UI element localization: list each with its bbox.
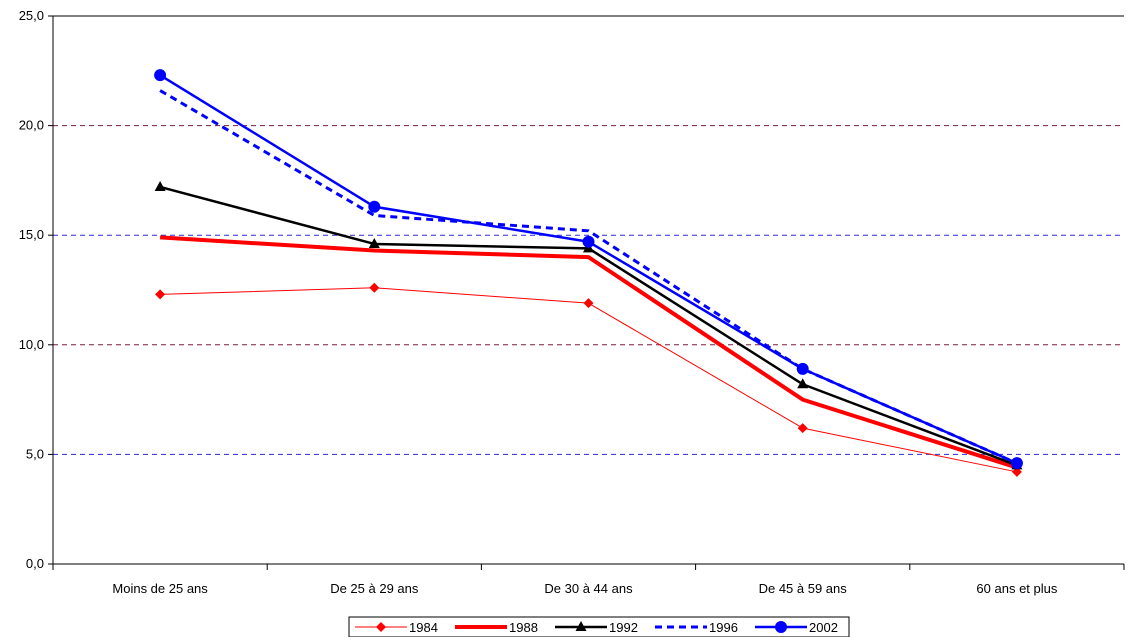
x-tick-label: De 45 à 59 ans [759, 581, 848, 596]
legend-label: 1984 [409, 620, 438, 635]
data-point-2002 [582, 235, 595, 248]
series-line-1992 [159, 185, 1018, 467]
legend-label: 1996 [709, 620, 738, 635]
data-point-1984 [369, 282, 380, 293]
data-point-1984 [797, 423, 808, 434]
data-point-1984 [583, 298, 594, 309]
series-line-2002 [159, 74, 1018, 465]
y-tick-label: 0,0 [26, 556, 44, 571]
x-tick-label: De 30 à 44 ans [544, 581, 633, 596]
series-1988 [159, 235, 1018, 470]
y-tick-label: 15,0 [19, 227, 44, 242]
legend-item-1992: 1992 [555, 620, 638, 635]
legend-item-2002: 2002 [755, 620, 838, 635]
x-tick-label: 60 ans et plus [976, 581, 1057, 596]
y-tick-label: 10,0 [19, 337, 44, 352]
series-2002 [154, 69, 1023, 470]
legend-label: 1988 [509, 620, 538, 635]
x-tick-label: De 25 à 29 ans [330, 581, 419, 596]
y-tick-label: 5,0 [26, 446, 44, 461]
legend: 1984 1988 1992 1996 2002 [348, 616, 850, 637]
x-tick-label: Moins de 25 ans [112, 581, 208, 596]
data-point-1984 [1011, 466, 1022, 477]
legend-label: 1992 [609, 620, 638, 635]
series-line-1988 [159, 235, 1018, 470]
legend-marker [775, 621, 787, 633]
data-point-2002 [154, 69, 167, 82]
data-point-2002 [1010, 457, 1023, 470]
series-line-1984 [160, 287, 1018, 473]
series-1984 [155, 282, 1022, 477]
data-point-2002 [796, 362, 809, 375]
legend-item-1988: 1988 [455, 620, 538, 635]
axes: 0,0 5,0 10,0 15,0 20,0 25,0 Moins de 25 ans De … [19, 8, 1125, 596]
series-lines [154, 69, 1023, 477]
legend-marker [575, 621, 587, 631]
legend-item-1984: 1984 [355, 620, 438, 635]
y-tick-label: 20,0 [19, 118, 44, 133]
data-point-1992 [154, 180, 166, 191]
data-point-1984 [155, 289, 166, 300]
data-point-2002 [368, 200, 381, 213]
legend-label: 2002 [809, 620, 838, 635]
y-tick-label: 25,0 [19, 8, 44, 23]
legend-item-1996: 1996 [655, 620, 738, 635]
data-point-1992 [368, 237, 380, 248]
legend-marker [376, 622, 386, 632]
data-point-1992 [797, 378, 809, 389]
gridlines [53, 125, 1124, 455]
